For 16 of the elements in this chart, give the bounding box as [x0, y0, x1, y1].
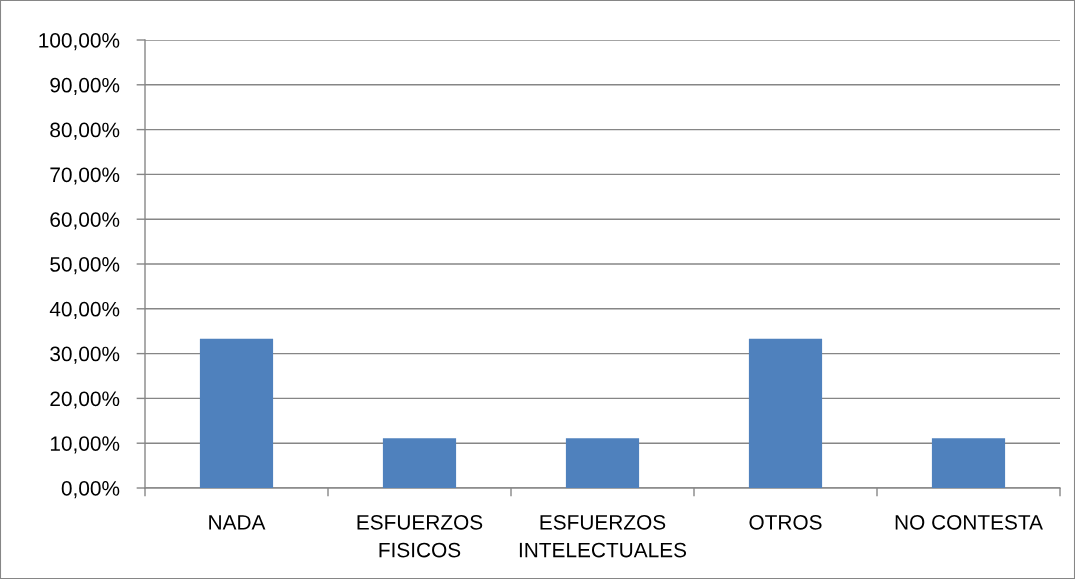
y-tick-label: 90,00%	[50, 77, 120, 96]
y-tick-label: 40,00%	[49, 301, 120, 320]
y-tick-label: 30,00%	[50, 346, 120, 364]
y-tick-label: 0,00%	[61, 481, 120, 499]
y-tick-label: 100,00%	[39, 33, 120, 51]
y-tick-label: 50,00%	[50, 257, 120, 275]
x-tick-label: ESFUERZOS FISICOS	[357, 514, 483, 558]
y-tick-label: 80,00%	[50, 122, 120, 140]
x-tick-label: NO CONTESTA	[895, 514, 1043, 530]
y-tick-label: 70,00%	[50, 167, 120, 185]
y-tick-label: 60,00%	[50, 212, 120, 230]
x-tick-label: NADA	[209, 515, 266, 530]
y-tick-label: 20,00%	[50, 391, 120, 409]
x-tick-label: ESFUERZOS INTELECTUALES	[519, 514, 687, 558]
y-tick-label: 10,00%	[50, 436, 120, 454]
x-tick-label: OTROS	[749, 514, 822, 530]
